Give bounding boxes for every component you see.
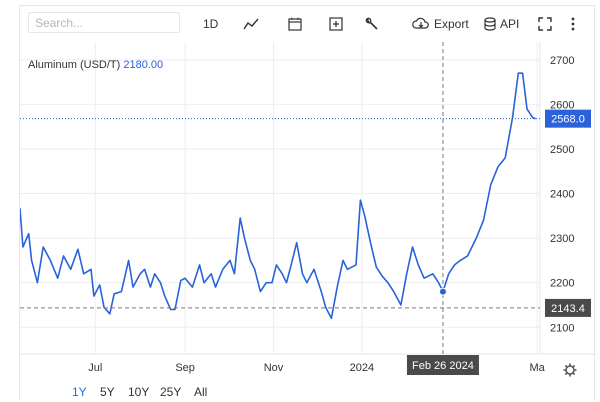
x-tick-label: Sep (175, 362, 195, 374)
crosshair-date-badge: Feb 26 2024 (412, 360, 474, 372)
last-price-badge: 2568.0 (551, 114, 585, 126)
date-range-button[interactable] (288, 14, 302, 34)
x-tick-label: 2024 (350, 362, 374, 374)
x-tick-label: Jul (88, 362, 102, 374)
range-selector: 1Y 5Y 10Y 25Y All (20, 382, 596, 402)
export-button[interactable]: Export (412, 14, 469, 34)
api-button[interactable]: API (484, 14, 519, 34)
line-chart-icon (243, 17, 259, 31)
add-indicator-button[interactable] (329, 14, 343, 34)
settings-icon[interactable] (563, 363, 577, 377)
database-icon (484, 17, 496, 31)
crosshair-date-badge-bg (406, 355, 479, 375)
interval-button[interactable]: 1D (203, 14, 218, 34)
crosshair-marker (438, 287, 447, 296)
y-tick-label: 2100 (550, 322, 574, 334)
y-tick-label: 2700 (550, 55, 574, 67)
x-tick-label: Nov (264, 362, 284, 374)
y-tick-label: 2600 (550, 99, 574, 111)
x-tick-label: Ma (529, 362, 545, 374)
export-label: Export (434, 17, 469, 31)
last-price-badge-bg (545, 109, 591, 128)
fullscreen-icon (538, 17, 552, 31)
more-button[interactable] (570, 14, 576, 34)
y-tick-label: 2400 (550, 189, 574, 201)
calendar-icon (288, 17, 302, 31)
tools-button[interactable] (365, 14, 379, 34)
crosshair-price-badge-bg (545, 298, 591, 317)
chart-widget: 1D Export API 2100 2200 2300 2400 2500 2600 27… (19, 5, 596, 402)
legend-series-value: 2180.00 (123, 59, 163, 71)
chart-type-button[interactable] (243, 14, 259, 34)
range-button-5y[interactable]: 5Y (100, 385, 115, 399)
range-button-all[interactable]: All (194, 385, 208, 399)
series-line-aluminum (20, 72, 536, 320)
range-button-1y[interactable]: 1Y (72, 385, 87, 399)
crosshair-price-badge: 2143.4 (551, 303, 585, 315)
y-tick-label: 2500 (550, 144, 574, 156)
cloud-download-icon (412, 17, 430, 31)
y-tick-label: 2300 (550, 233, 574, 245)
more-icon (570, 17, 576, 31)
legend-series-name: Aluminum (USD/T) (28, 59, 123, 71)
interval-label: 1D (203, 17, 219, 31)
toolbar: 1D Export API (20, 6, 596, 42)
range-button-25y[interactable]: 25Y (160, 385, 182, 399)
search-input[interactable] (28, 12, 180, 33)
wrench-icon (365, 17, 379, 31)
price-chart[interactable]: 2100 2200 2300 2400 2500 2600 2700 Jul Sep Nov 202… (20, 42, 596, 382)
fullscreen-button[interactable] (538, 14, 552, 34)
y-tick-label: 2200 (550, 278, 574, 290)
legend: Aluminum (USD/T) 2180.00 (28, 59, 163, 71)
api-label: API (500, 17, 520, 31)
add-indicator-icon (329, 17, 343, 31)
range-button-10y[interactable]: 10Y (128, 385, 150, 399)
